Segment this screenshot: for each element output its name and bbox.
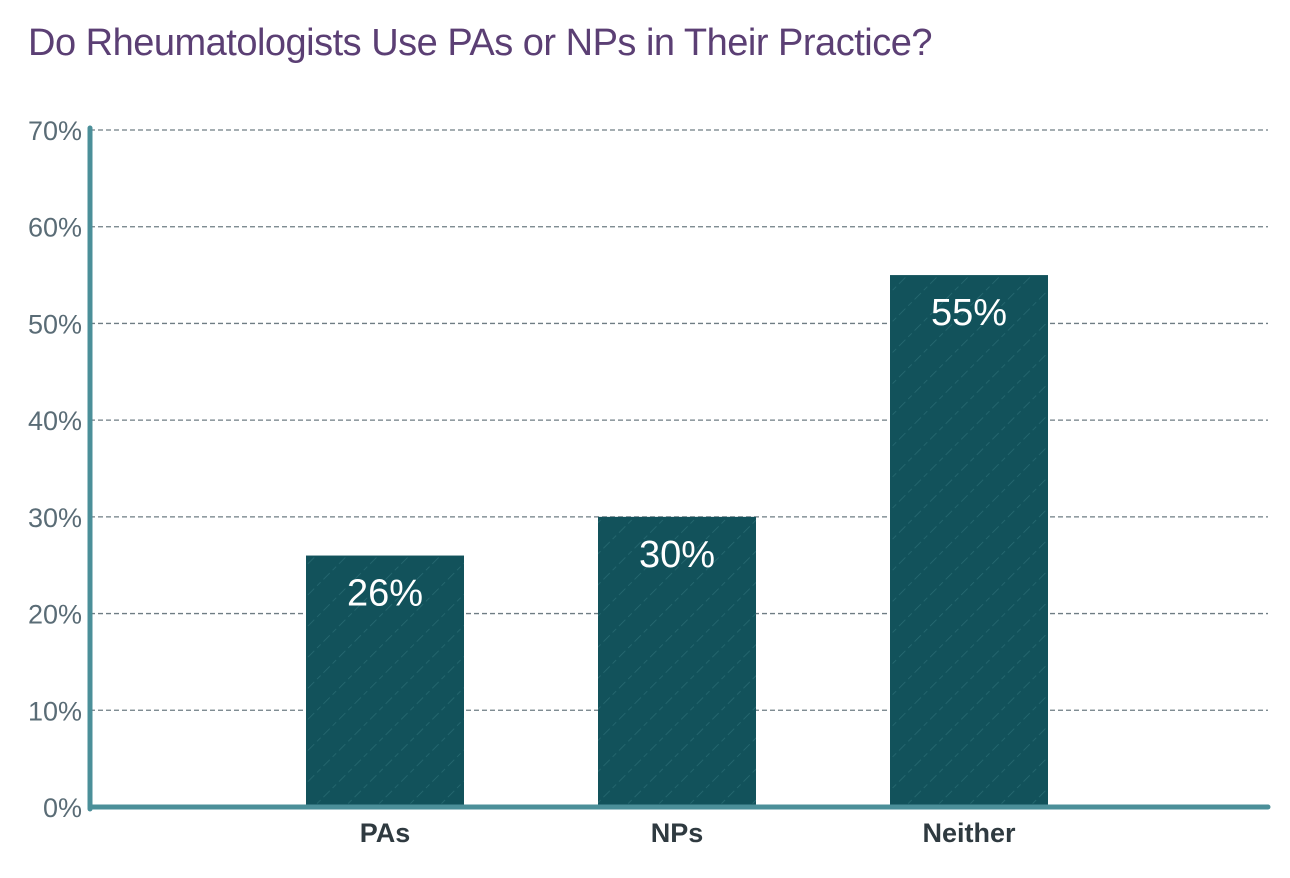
bar-hatch-pas [306, 555, 464, 807]
x-tick-label: Neither [922, 818, 1016, 848]
bars [306, 275, 1048, 808]
y-tick-label: 60% [28, 213, 82, 243]
y-tick-label: 50% [28, 309, 82, 339]
y-tick-label: 0% [43, 793, 82, 823]
x-tick-label: NPs [651, 818, 704, 848]
y-tick-label: 40% [28, 406, 82, 436]
bar-hatch-nps [598, 516, 756, 807]
x-tick-label: PAs [360, 818, 411, 848]
bar-hatch-neither [890, 275, 1048, 808]
y-tick-label: 20% [28, 600, 82, 630]
y-tick-label: 30% [28, 503, 82, 533]
labels: 0% 10% 20% 30% 40% 50% 60% 70% 26% PAs 30% NPs 55% Ne… [28, 116, 1016, 848]
bar-value-label: 26% [347, 573, 423, 615]
chart-title: Do Rheumatologists Use PAs or NPs in The… [28, 22, 932, 64]
y-tick-label: 70% [28, 116, 82, 146]
y-tick-label: 10% [28, 696, 82, 726]
bar-value-label: 30% [639, 534, 715, 576]
axes [87, 125, 1271, 812]
bar-value-label: 55% [931, 292, 1007, 334]
